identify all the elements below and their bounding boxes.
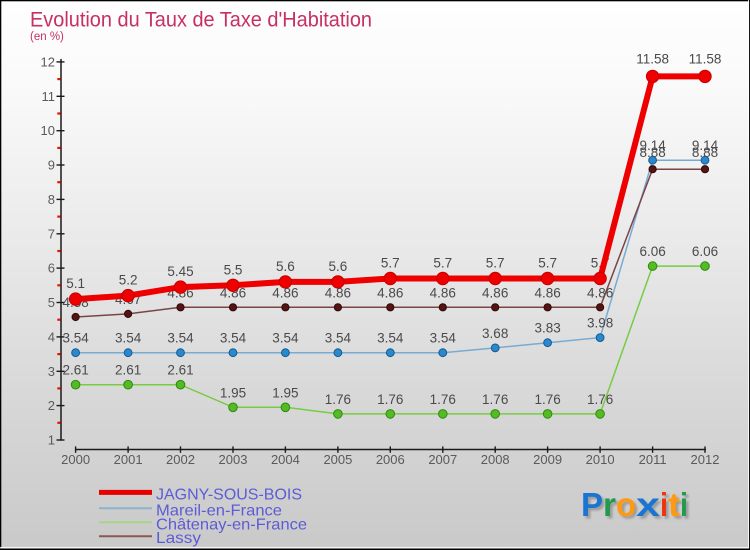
svg-text:2.61: 2.61 [167, 363, 193, 378]
svg-text:P: P [584, 489, 606, 526]
svg-text:1.76: 1.76 [430, 392, 456, 407]
svg-text:8.88: 8.88 [639, 145, 665, 160]
svg-text:2006: 2006 [376, 452, 405, 467]
svg-text:Evolution du Taux de Taxe d'Ha: Evolution du Taux de Taxe d'Habitation [30, 9, 372, 32]
svg-text:3.54: 3.54 [167, 331, 194, 346]
svg-text:1.76: 1.76 [377, 392, 403, 407]
svg-text:o: o [616, 486, 636, 523]
svg-text:i: i [680, 486, 688, 523]
svg-text:1: 1 [48, 433, 55, 448]
svg-text:9.14: 9.14 [639, 138, 666, 153]
svg-text:6.06: 6.06 [692, 244, 718, 259]
svg-text:2.61: 2.61 [62, 363, 88, 378]
svg-text:4.86: 4.86 [482, 285, 508, 300]
svg-text:2010: 2010 [586, 452, 615, 467]
svg-text:5.2: 5.2 [119, 273, 138, 288]
svg-text:5.1: 5.1 [66, 276, 85, 291]
svg-text:12: 12 [41, 54, 55, 69]
svg-text:5.7: 5.7 [381, 256, 400, 271]
svg-text:5.7: 5.7 [538, 256, 557, 271]
svg-text:4: 4 [48, 329, 55, 344]
svg-text:11.58: 11.58 [689, 51, 722, 66]
svg-text:r: r [606, 489, 619, 526]
svg-text:2005: 2005 [323, 452, 352, 467]
svg-text:3.54: 3.54 [377, 331, 404, 346]
svg-text:4.86: 4.86 [534, 285, 560, 300]
svg-text:4.86: 4.86 [325, 285, 351, 300]
svg-text:x: x [639, 489, 664, 526]
svg-text:4.86: 4.86 [587, 285, 613, 300]
svg-text:2012: 2012 [691, 452, 720, 467]
svg-text:9.14: 9.14 [692, 138, 719, 153]
svg-text:(en %): (en %) [30, 31, 64, 43]
svg-text:2009: 2009 [533, 452, 562, 467]
svg-text:2004: 2004 [271, 452, 300, 467]
svg-text:x: x [636, 486, 661, 523]
svg-text:3.68: 3.68 [482, 326, 508, 341]
svg-text:2001: 2001 [114, 452, 143, 467]
svg-text:4.86: 4.86 [272, 285, 298, 300]
svg-text:4.86: 4.86 [430, 285, 456, 300]
svg-text:2000: 2000 [61, 452, 90, 467]
svg-text:4.86: 4.86 [220, 285, 246, 300]
svg-text:1.95: 1.95 [272, 385, 298, 400]
svg-text:3.54: 3.54 [115, 331, 142, 346]
svg-text:5.6: 5.6 [329, 259, 348, 274]
svg-text:2.61: 2.61 [115, 363, 141, 378]
svg-text:1.95: 1.95 [220, 385, 246, 400]
svg-text:11.58: 11.58 [636, 51, 669, 66]
svg-text:i: i [663, 489, 671, 526]
svg-text:2011: 2011 [639, 452, 667, 467]
svg-text:3.83: 3.83 [534, 321, 560, 336]
svg-text:t: t [671, 489, 683, 526]
svg-text:10: 10 [41, 123, 55, 138]
svg-text:5: 5 [48, 295, 55, 310]
svg-text:5.5: 5.5 [224, 262, 243, 277]
svg-text:i: i [683, 489, 691, 526]
svg-text:Lassy: Lassy [156, 530, 201, 547]
svg-text:1.76: 1.76 [534, 392, 560, 407]
svg-text:t: t [668, 486, 680, 523]
svg-text:4.86: 4.86 [377, 285, 403, 300]
svg-text:1.76: 1.76 [587, 392, 613, 407]
svg-text:JAGNY-SOUS-BOIS: JAGNY-SOUS-BOIS [156, 486, 302, 503]
svg-text:3.98: 3.98 [587, 316, 613, 331]
svg-text:1.76: 1.76 [482, 392, 508, 407]
svg-text:3.54: 3.54 [62, 331, 89, 346]
svg-text:5.7: 5.7 [433, 256, 452, 271]
svg-text:i: i [660, 486, 668, 523]
svg-text:1.76: 1.76 [325, 392, 351, 407]
svg-text:3: 3 [48, 364, 55, 379]
svg-text:6: 6 [48, 261, 55, 276]
svg-text:2: 2 [48, 398, 55, 413]
svg-text:Châtenay-en-France: Châtenay-en-France [156, 516, 307, 533]
svg-text:3.54: 3.54 [430, 331, 457, 346]
svg-text:2008: 2008 [481, 452, 510, 467]
svg-text:6.06: 6.06 [639, 244, 665, 259]
svg-text:8: 8 [48, 192, 55, 207]
svg-text:7: 7 [48, 226, 55, 241]
svg-text:5.6: 5.6 [276, 259, 295, 274]
svg-text:11: 11 [42, 89, 56, 104]
svg-text:o: o [619, 489, 639, 526]
svg-text:2007: 2007 [428, 452, 457, 467]
svg-text:r: r [603, 486, 616, 523]
svg-text:3.54: 3.54 [325, 331, 352, 346]
svg-text:2002: 2002 [166, 452, 195, 467]
svg-text:8.88: 8.88 [692, 145, 718, 160]
svg-text:5.45: 5.45 [167, 264, 193, 279]
svg-text:P: P [581, 486, 603, 523]
svg-text:5.7: 5.7 [486, 256, 505, 271]
svg-text:9: 9 [48, 158, 55, 173]
svg-text:3.54: 3.54 [272, 331, 299, 346]
svg-text:Mareil-en-France: Mareil-en-France [156, 503, 282, 520]
svg-text:3.54: 3.54 [220, 331, 247, 346]
svg-text:2003: 2003 [219, 452, 248, 467]
